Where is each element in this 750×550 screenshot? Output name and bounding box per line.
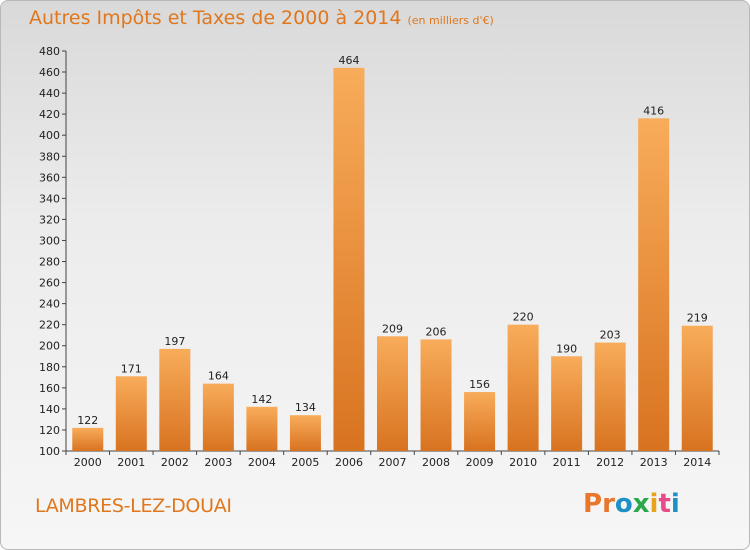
- bar-2001: [115, 376, 147, 451]
- y-tick-label: 460: [39, 66, 60, 79]
- bar-2008: [420, 339, 452, 451]
- value-label-2003: 164: [208, 370, 229, 383]
- y-tick-label: 280: [39, 256, 60, 269]
- value-labels: 122 171 197 164 142 134 464 209 206 156 220 190 203 4…: [77, 54, 707, 427]
- bar-2013: [638, 118, 670, 452]
- logo-letter: i: [649, 489, 659, 519]
- x-tick-label: 2014: [683, 456, 711, 469]
- logo-letter: t: [658, 489, 671, 519]
- y-tick-label: 320: [39, 213, 60, 226]
- x-tick-label: 2013: [640, 456, 668, 469]
- chart-title-text: Autres Impôts et Taxes de 2000 à 2014: [29, 7, 402, 29]
- x-tick-label: 2009: [466, 456, 494, 469]
- y-tick-label: 200: [39, 340, 60, 353]
- y-tick-label: 400: [39, 129, 60, 142]
- y-tick-label: 220: [39, 319, 60, 332]
- value-label-2008: 206: [426, 325, 447, 338]
- x-tick-label: 2005: [291, 456, 319, 469]
- y-tick-label: 240: [39, 298, 60, 311]
- proxiti-logo[interactable]: Proxiti: [583, 489, 680, 519]
- x-tick-label: 2012: [596, 456, 624, 469]
- y-tick-label: 180: [39, 361, 60, 374]
- value-label-2002: 197: [164, 335, 185, 348]
- bars: [72, 67, 713, 452]
- chart-title: Autres Impôts et Taxes de 2000 à 2014 (en…: [29, 7, 494, 29]
- logo-letter: P: [583, 489, 603, 519]
- logo-letter: r: [602, 489, 615, 519]
- x-axis: 2000 2001 2002 2003 2004 2005 2006 2007 2008 2009…: [65, 450, 720, 469]
- y-tick-label: 260: [39, 277, 60, 290]
- value-label-2004: 142: [251, 393, 272, 406]
- value-label-2001: 171: [121, 362, 142, 375]
- bar-2003: [202, 383, 234, 451]
- value-label-2010: 220: [513, 311, 534, 324]
- x-tick-label: 2011: [553, 456, 581, 469]
- logo-letter: x: [632, 489, 650, 519]
- bar-2006: [333, 67, 365, 451]
- value-label-2000: 122: [77, 414, 98, 427]
- y-tick-label: 340: [39, 192, 60, 205]
- value-label-2011: 190: [556, 342, 577, 355]
- x-tick-label: 2001: [117, 456, 145, 469]
- bar-2002: [159, 348, 191, 451]
- bar-2014: [681, 325, 713, 451]
- y-tick-label: 380: [39, 150, 60, 163]
- y-tick-label: 300: [39, 234, 60, 247]
- value-label-2006: 464: [338, 54, 359, 67]
- bar-2005: [289, 415, 321, 451]
- y-tick-label: 120: [39, 424, 60, 437]
- y-tick-label: 480: [39, 45, 60, 58]
- value-label-2005: 134: [295, 401, 316, 414]
- value-label-2012: 203: [600, 329, 621, 342]
- value-label-2013: 416: [643, 104, 664, 117]
- y-tick-label: 140: [39, 403, 60, 416]
- x-tick-label: 2006: [335, 456, 363, 469]
- chart-subtitle: (en milliers d'€): [407, 14, 494, 27]
- bar-2009: [464, 392, 496, 451]
- x-tick-label: 2002: [161, 456, 189, 469]
- y-tick-label: 420: [39, 108, 60, 121]
- value-label-2009: 156: [469, 378, 490, 391]
- bar-2007: [377, 336, 408, 451]
- x-tick-label: 2008: [422, 456, 450, 469]
- bar-2012: [594, 342, 626, 451]
- x-tick-label: 2010: [509, 456, 537, 469]
- x-tick-label: 2003: [204, 456, 232, 469]
- logo-letter: i: [670, 489, 680, 519]
- x-tick-label: 2007: [379, 456, 407, 469]
- bar-2004: [246, 406, 278, 451]
- commune-name: LAMBRES-LEZ-DOUAI: [35, 495, 232, 517]
- bar-2010: [507, 324, 539, 451]
- bar-2000: [72, 427, 104, 451]
- value-label-2014: 219: [687, 312, 708, 325]
- value-label-2007: 209: [382, 322, 403, 335]
- x-tick-label: 2000: [74, 456, 102, 469]
- y-tick-label: 160: [39, 382, 60, 395]
- bar-2011: [551, 356, 583, 451]
- y-tick-label: 440: [39, 87, 60, 100]
- x-tick-label: 2004: [248, 456, 276, 469]
- y-tick-label: 100: [39, 445, 60, 458]
- y-tick-label: 360: [39, 171, 60, 184]
- y-axis: 100 120 140 160 180 200 220 240 260 280 300 320 340 3…: [39, 45, 67, 458]
- logo-letter: o: [614, 489, 633, 519]
